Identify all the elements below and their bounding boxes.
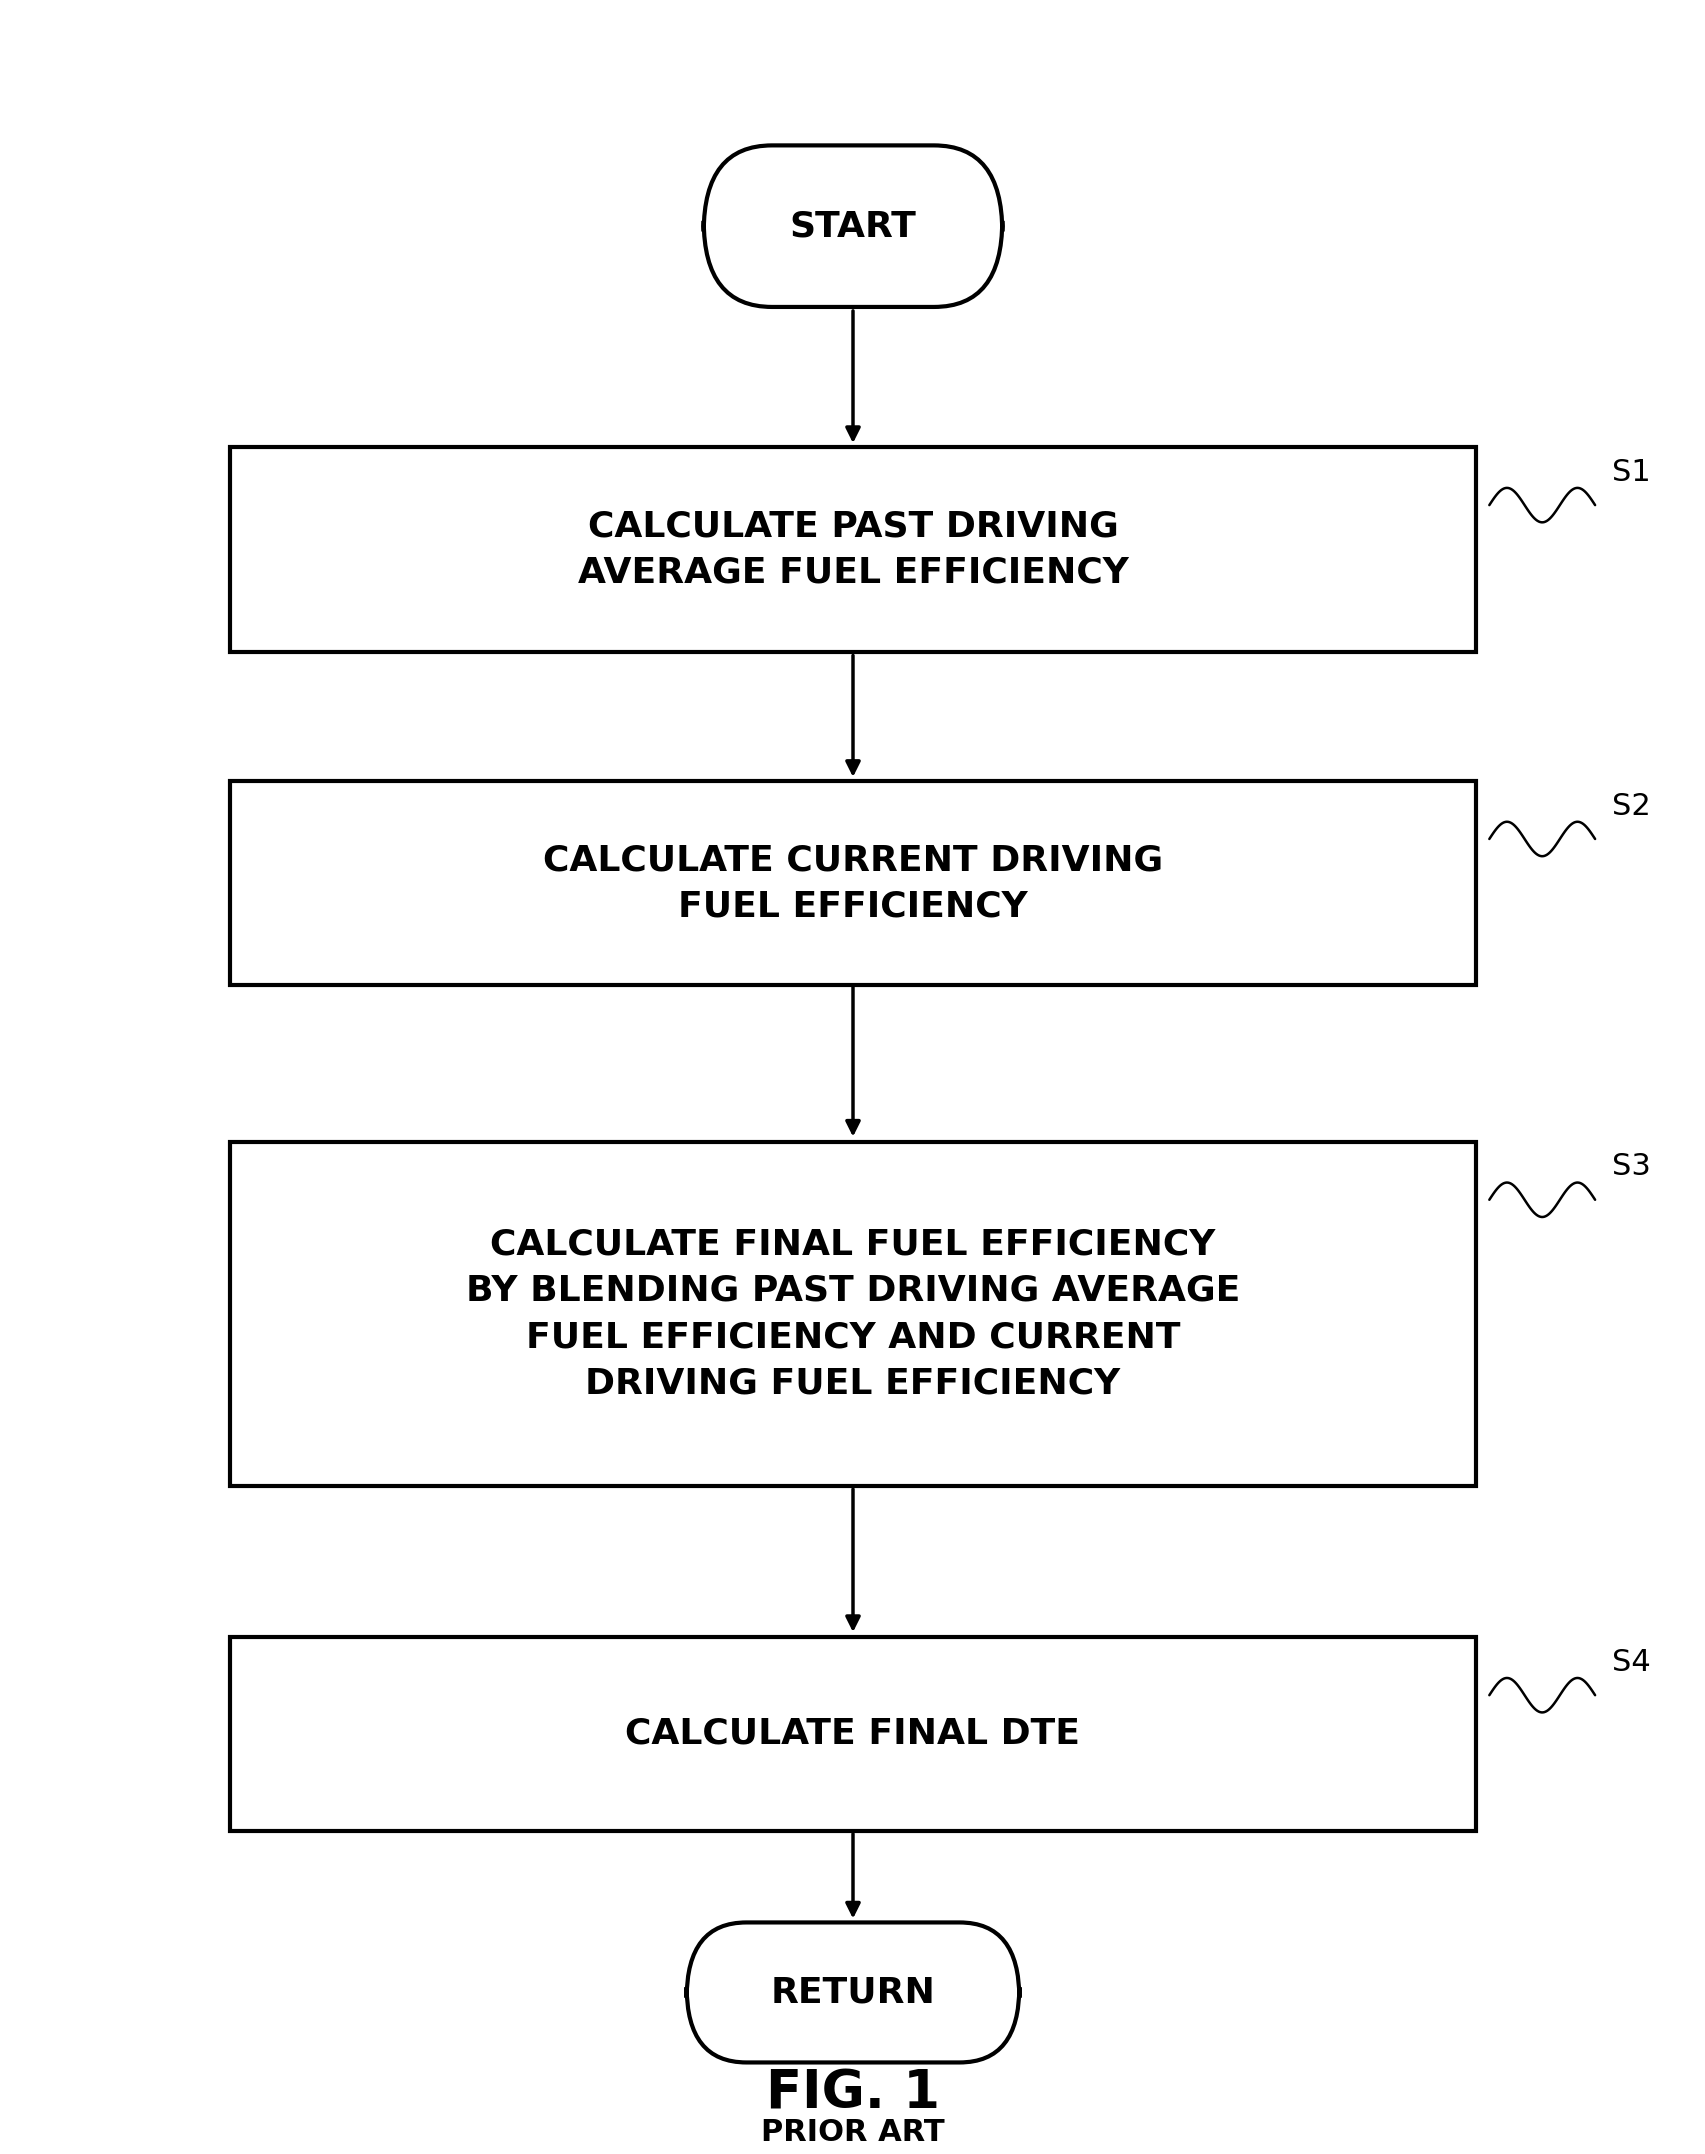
FancyBboxPatch shape	[702, 146, 1001, 306]
Text: RETURN: RETURN	[771, 1975, 934, 2010]
Text: S4: S4	[1611, 1648, 1650, 1676]
Text: CALCULATE CURRENT DRIVING
FUEL EFFICIENCY: CALCULATE CURRENT DRIVING FUEL EFFICIENC…	[542, 842, 1163, 924]
Text: START: START	[789, 209, 916, 243]
Text: CALCULATE FINAL DTE: CALCULATE FINAL DTE	[626, 1717, 1079, 1751]
Text: S3: S3	[1611, 1152, 1650, 1180]
Bar	[230, 782, 1475, 987]
Text: CALCULATE PAST DRIVING
AVERAGE FUEL EFFICIENCY: CALCULATE PAST DRIVING AVERAGE FUEL EFFI…	[578, 508, 1127, 590]
Text: S1: S1	[1611, 459, 1650, 487]
FancyBboxPatch shape	[685, 1921, 1018, 2064]
Bar	[230, 1637, 1475, 1831]
Text: CALCULATE FINAL FUEL EFFICIENCY
BY BLENDING PAST DRIVING AVERAGE
FUEL EFFICIENCY: CALCULATE FINAL FUEL EFFICIENCY BY BLEND…	[465, 1228, 1240, 1400]
Text: PRIOR ART: PRIOR ART	[760, 2117, 945, 2148]
Text: FIG. 1: FIG. 1	[766, 2068, 939, 2120]
Bar	[230, 1142, 1475, 1486]
Text: S2: S2	[1611, 793, 1650, 821]
Bar	[230, 448, 1475, 651]
